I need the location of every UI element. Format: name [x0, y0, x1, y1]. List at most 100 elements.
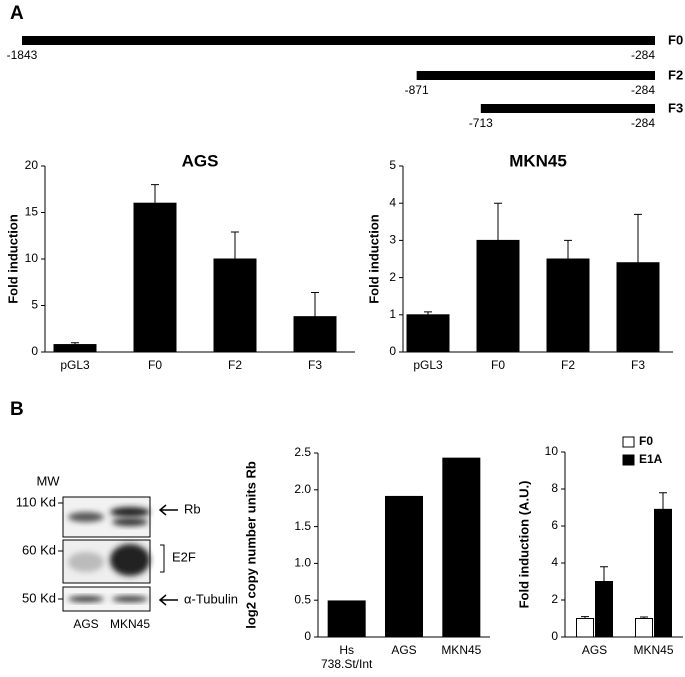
y-tick-label: 4: [389, 195, 396, 209]
bar: [442, 457, 481, 638]
x-tick-label: F2: [227, 358, 242, 372]
chart-title: AGS: [182, 151, 219, 170]
y-axis-label: Fold induction: [5, 214, 20, 304]
construct-bar: [480, 104, 655, 113]
construct-bar: [22, 36, 655, 45]
y-tick-label: 10: [545, 444, 559, 458]
y-tick-label: 0.5: [294, 592, 311, 606]
bracket: [160, 544, 165, 573]
construct-end: -284: [631, 83, 655, 97]
legend-swatch: [622, 436, 635, 448]
bar: [654, 508, 672, 638]
error-bar: [71, 342, 79, 345]
mw-marker: 60 Kd: [22, 542, 56, 557]
bar: [406, 314, 450, 353]
blot-band: [68, 552, 104, 572]
y-axis-label: Fold induction: [366, 214, 381, 304]
y-tick-label: 0: [389, 344, 396, 358]
mw-marker: 50 Kd: [22, 590, 56, 605]
construct-start: -871: [405, 83, 429, 97]
y-tick-label: 5: [31, 298, 38, 312]
construct-end: -284: [631, 48, 655, 62]
band-label: Rb: [184, 501, 201, 516]
error-bar: [659, 492, 667, 510]
bar: [635, 618, 653, 638]
y-tick-label: 6: [551, 518, 558, 532]
y-tick-label: 1: [389, 307, 396, 321]
y-tick-label: 0: [304, 629, 311, 643]
error-bar: [581, 616, 589, 619]
bar: [616, 262, 660, 353]
y-tick-label: 3: [389, 233, 396, 247]
lane-label: AGS: [73, 617, 98, 631]
x-tick-label: AGS: [581, 643, 608, 657]
legend-label: F0: [639, 434, 653, 448]
y-tick-label: 2: [389, 270, 396, 284]
x-tick-label: pGL3: [60, 358, 90, 372]
y-tick-label: 10: [25, 251, 39, 265]
lane-label: MKN45: [110, 617, 150, 631]
error-bar: [311, 291, 319, 317]
y-tick-label: 2: [551, 592, 558, 606]
mw-marker: 110 Kd: [16, 494, 56, 509]
blot-band: [110, 507, 150, 517]
y-tick-label: 5: [389, 158, 396, 172]
y-tick-label: 0: [551, 629, 558, 643]
bar: [133, 202, 177, 353]
bar: [385, 495, 423, 638]
y-tick-label: 2.5: [294, 445, 311, 459]
x-tick-label: AGS: [391, 643, 417, 657]
panel-label: A: [10, 3, 24, 24]
bar: [293, 316, 337, 353]
y-axis-label: log2 copy number units Rb: [243, 461, 258, 629]
error-bar: [564, 239, 572, 259]
construct-name: F2: [668, 67, 683, 82]
blot-band: [68, 512, 104, 522]
mw-title: MW: [36, 473, 60, 488]
arrow: [158, 594, 178, 606]
construct-end: -284: [631, 116, 655, 130]
error-bar: [640, 616, 648, 619]
legend-swatch: [622, 454, 635, 466]
bar: [53, 344, 97, 353]
construct-name: F3: [668, 100, 683, 115]
x-tick-label: F2: [560, 358, 575, 372]
x-tick-label: Hs 738.St/Int: [320, 643, 373, 671]
bar: [476, 239, 520, 353]
blot-band: [110, 544, 150, 576]
construct-name: F0: [668, 32, 683, 47]
error-bar: [231, 231, 239, 259]
x-tick-label: F0: [147, 358, 162, 372]
band-label: α-Tubulin: [184, 591, 238, 606]
construct-start: -1843: [7, 48, 38, 62]
legend-label: E1A: [639, 452, 663, 466]
western-blot: MW 110 Kd 60 Kd 50 Kd Rb E2F α-Tubulin A…: [16, 473, 238, 631]
y-tick-label: 0: [31, 344, 38, 358]
bar: [576, 618, 594, 638]
construct-bar: [416, 71, 655, 80]
y-tick-label: 4: [551, 555, 558, 569]
x-tick-label: MKN45: [441, 643, 482, 657]
x-tick-label: MKN45: [633, 643, 674, 657]
y-tick-label: 15: [25, 205, 39, 219]
y-tick-label: 1.5: [294, 519, 311, 533]
x-tick-label: F3: [630, 358, 645, 372]
error-bar: [494, 202, 502, 241]
error-bar: [151, 184, 159, 204]
bar: [595, 581, 613, 638]
bar: [327, 600, 366, 638]
error-bar: [424, 311, 432, 315]
error-bar: [600, 566, 608, 582]
panel-label: B: [10, 399, 24, 420]
blot-band: [112, 518, 148, 526]
y-tick-label: 1.0: [294, 556, 311, 570]
y-tick-label: 20: [25, 158, 39, 172]
y-tick-label: 8: [551, 481, 558, 495]
band-label: E2F: [172, 549, 196, 564]
x-tick-label: pGL3: [413, 358, 443, 372]
y-axis-label: Fold induction (A.U.): [516, 481, 531, 609]
blot-band: [68, 596, 104, 602]
error-bar: [634, 213, 642, 263]
